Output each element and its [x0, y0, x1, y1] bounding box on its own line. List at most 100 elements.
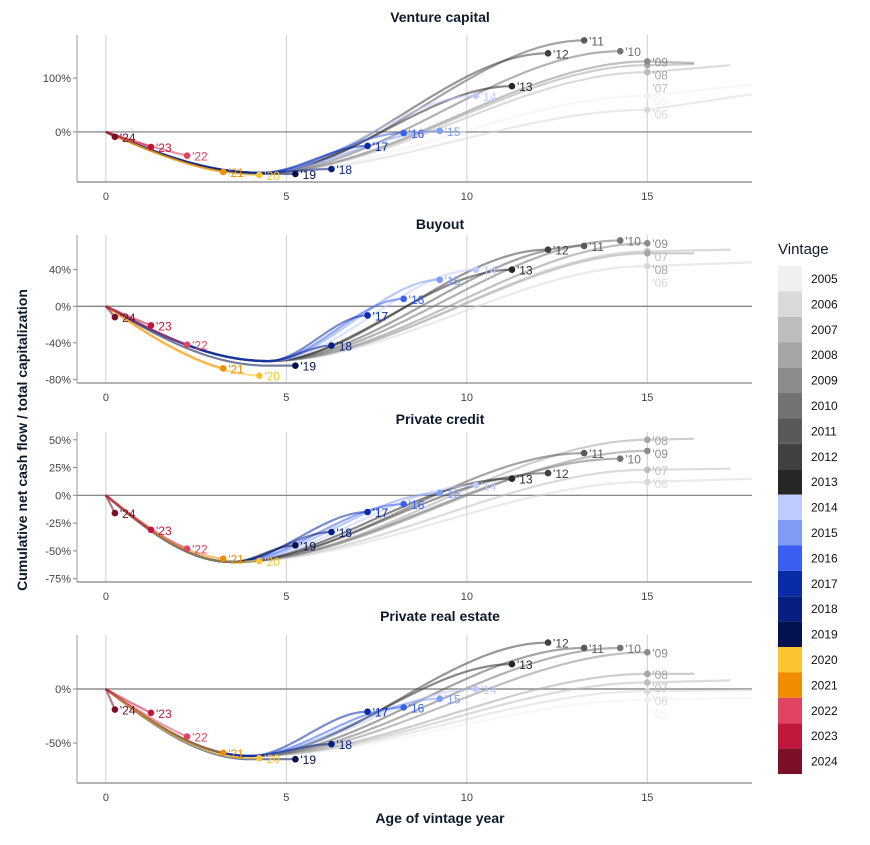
point-2022 — [183, 152, 191, 159]
legend-label-2010: 2010 — [811, 399, 838, 413]
point-label-2005: '05 — [652, 94, 668, 108]
point-2022 — [183, 733, 191, 740]
y-tick-label: 0% — [55, 490, 71, 502]
point-label-2009: '09 — [652, 447, 668, 461]
point-label-2014: '14 — [481, 90, 497, 104]
panel-title: Private credit — [396, 411, 485, 427]
series-line-2023 — [105, 494, 152, 531]
x-tick-label: 10 — [461, 591, 473, 603]
point-2023 — [147, 143, 155, 151]
point-2013 — [508, 266, 516, 274]
point-2014 — [472, 92, 480, 100]
point-2016 — [400, 704, 407, 711]
point-2019 — [292, 362, 299, 369]
point-2015 — [436, 695, 444, 703]
legend-swatch-2007 — [778, 316, 802, 343]
point-2021 — [219, 555, 227, 562]
point-2023 — [147, 526, 155, 534]
point-2019 — [292, 542, 299, 549]
point-2020 — [255, 372, 263, 379]
point-2006 — [644, 687, 651, 695]
series-line-2023 — [105, 305, 152, 327]
panel-title: Venture capital — [390, 9, 490, 25]
point-2015 — [436, 489, 444, 497]
x-tick-label: 0 — [103, 392, 109, 404]
point-label-2013: '13 — [517, 658, 533, 672]
point-2008 — [644, 249, 651, 257]
panel-2: Private credit 0 5 10 15 50% 25% 0% -25% -50% -75%… — [45, 411, 753, 603]
point-label-2021: '21 — [228, 362, 244, 376]
point-2014 — [472, 482, 480, 489]
point-label-2007: '07 — [652, 250, 668, 264]
legend-swatch-2015 — [778, 520, 802, 546]
legend-swatch-2020 — [778, 647, 802, 673]
point-2018 — [328, 528, 335, 536]
point-2020 — [255, 171, 263, 179]
point-label-2024: '24 — [120, 507, 136, 521]
point-2019 — [292, 755, 299, 763]
point-label-2020: '20 — [264, 555, 280, 569]
point-label-2011: '11 — [589, 447, 604, 461]
point-label-2015: '15 — [445, 693, 461, 707]
legend-swatch-2010 — [778, 393, 802, 419]
point-label-2014: '14 — [481, 479, 497, 493]
series-line-2021 — [105, 130, 224, 173]
point-label-2011: '11 — [589, 642, 604, 656]
point-label-2019: '19 — [300, 753, 316, 767]
x-tick-label: 10 — [461, 792, 473, 804]
point-2018 — [328, 165, 335, 173]
legend-label-2017: 2017 — [811, 577, 838, 591]
x-tick-label: 15 — [641, 792, 653, 804]
y-tick-label: 0% — [55, 301, 71, 313]
series-markers: '05'06'07'08 '09 '10 '11 '12 '13 '14 '15 '16 '17 '… — [111, 637, 668, 767]
legend-swatch-2014 — [778, 494, 802, 520]
point-2008 — [644, 670, 651, 678]
point-label-2024: '24 — [120, 704, 136, 718]
x-tick-label: 10 — [461, 392, 473, 404]
legend-swatch-2019 — [778, 621, 802, 647]
point-label-2018: '18 — [336, 526, 352, 540]
legend-label-2015: 2015 — [811, 526, 838, 540]
point-label-2008: '08 — [652, 668, 668, 682]
point-2021 — [219, 365, 227, 372]
x-tick-label: 0 — [103, 191, 109, 203]
point-label-2017: '17 — [373, 506, 389, 520]
point-label-2011: '11 — [589, 240, 604, 254]
point-label-2011: '11 — [589, 34, 604, 48]
point-label-2023: '23 — [156, 141, 172, 155]
point-2009 — [644, 447, 651, 455]
point-2009 — [644, 58, 651, 65]
point-2012 — [544, 50, 552, 57]
point-label-2012: '12 — [553, 47, 569, 61]
point-2016 — [400, 295, 407, 303]
point-label-2023: '23 — [156, 707, 172, 721]
point-2018 — [328, 740, 335, 748]
point-2024 — [111, 509, 119, 517]
point-label-2010: '10 — [625, 45, 641, 59]
x-tick-label: 10 — [461, 191, 473, 203]
point-label-2020: '20 — [264, 370, 280, 384]
panel-title: Buyout — [416, 216, 465, 232]
point-label-2005: '05 — [652, 707, 668, 721]
point-2017 — [364, 142, 371, 150]
point-2018 — [328, 342, 335, 349]
point-label-2006: '06 — [652, 477, 668, 491]
y-tick-label: -75% — [45, 574, 71, 586]
point-2024 — [111, 313, 119, 321]
y-tick-label: 50% — [49, 435, 71, 447]
point-label-2009: '09 — [652, 237, 668, 251]
point-label-2014: '14 — [481, 264, 497, 278]
legend: Vintage 2005 2006 2007 2008 2009 2010 2011 2012… — [778, 241, 838, 774]
legend-label-2019: 2019 — [811, 628, 838, 642]
panel-title: Private real estate — [380, 608, 500, 624]
point-2011 — [580, 242, 588, 250]
series-line-2024 — [104, 688, 116, 710]
legend-swatch-2022 — [778, 697, 802, 724]
point-label-2024: '24 — [120, 311, 136, 325]
y-tick-label: 100% — [43, 73, 71, 85]
series-line-2023 — [105, 688, 152, 714]
point-2012 — [544, 246, 552, 253]
legend-swatch-2017 — [778, 570, 802, 597]
series-markers: '06'07 '08'09 '10 '11 '12 '13 '14 '15 '16 '17 '18 '… — [111, 434, 668, 569]
